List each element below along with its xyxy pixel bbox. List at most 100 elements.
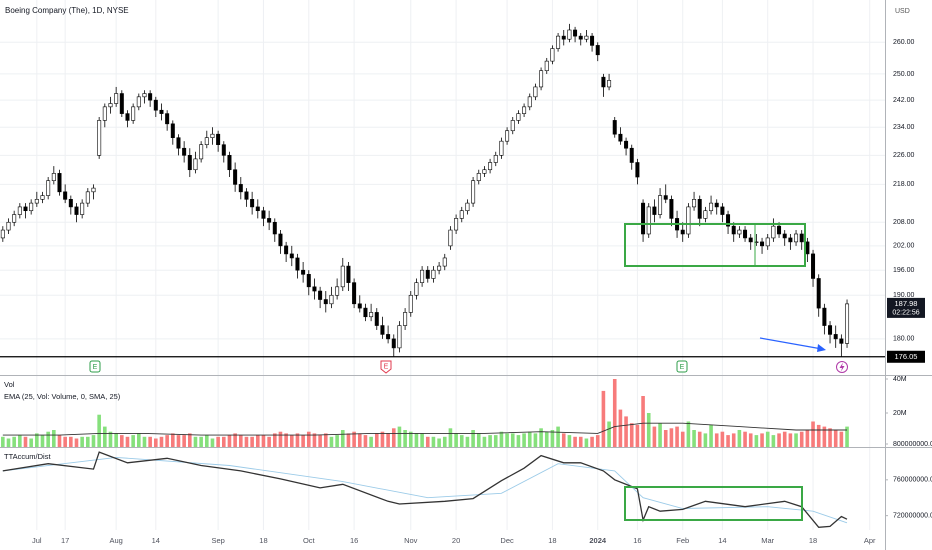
volume-bar (845, 426, 849, 447)
volume-bar (777, 433, 781, 447)
volume-bar (397, 426, 402, 447)
volume-bar (57, 435, 62, 447)
volume-bar (663, 430, 668, 447)
candle-body (301, 269, 306, 275)
x-tick-label: Aug (109, 536, 122, 545)
candle-body (193, 158, 198, 171)
volume-bar (386, 433, 390, 447)
volume-bar (1, 436, 5, 447)
volume-bar (737, 430, 742, 447)
event-marker[interactable]: E (380, 360, 392, 374)
volume-bar (159, 436, 164, 447)
event-marker[interactable] (836, 361, 848, 373)
volume-bar (561, 433, 566, 447)
event-marker[interactable]: E (89, 360, 101, 373)
volume-bar (244, 436, 249, 447)
volume-bar (295, 433, 300, 447)
volume-bar (805, 430, 810, 447)
y-tick-label: 40M (893, 376, 907, 383)
volume-bar (403, 430, 407, 447)
volume-bar (154, 438, 158, 447)
candle-body (777, 225, 782, 235)
event-badge (676, 360, 688, 373)
candle-body (68, 199, 73, 208)
volume-bar (420, 433, 424, 447)
candle-body (414, 282, 419, 296)
candle-body (839, 338, 844, 344)
candle-body (340, 265, 345, 288)
candle-body (799, 233, 804, 243)
volume-bar (312, 433, 317, 447)
y-tick-label: 720000000.00 (893, 512, 932, 519)
candle-body (533, 86, 538, 98)
y-tick-label: 202.00 (893, 243, 915, 250)
candle-body (238, 184, 243, 193)
candle-body (431, 269, 436, 279)
candle-body (176, 137, 181, 149)
volume-bar (414, 433, 419, 447)
price-label-box (887, 297, 925, 318)
candle-body (12, 214, 17, 223)
candle-body (182, 147, 187, 156)
candle-body (646, 206, 651, 235)
y-tick-label: 250.00 (893, 71, 915, 78)
volume-bar (482, 436, 487, 447)
volume-bar (556, 426, 560, 447)
candle-body (714, 202, 719, 208)
candle-body (471, 180, 476, 204)
volume-bar (108, 431, 113, 447)
candle-body (845, 303, 850, 344)
y-tick-label: 226.00 (893, 152, 915, 159)
candle-body (397, 325, 402, 349)
volume-bar (714, 433, 719, 447)
volume-bar (329, 436, 334, 447)
pane-title: Vol (4, 380, 15, 389)
volume-bar (816, 424, 821, 447)
volume-bar (233, 433, 237, 447)
candle-body (165, 113, 170, 125)
candle-body (505, 130, 510, 142)
y-tick-label: 234.00 (893, 124, 915, 131)
volume-bar (63, 436, 67, 447)
volume-bar (278, 431, 283, 447)
volume-bar (476, 433, 481, 447)
event-marker[interactable]: E (676, 360, 688, 373)
candle-body (210, 133, 215, 138)
candle-body (80, 202, 85, 215)
volume-bar (216, 436, 220, 447)
volume-bar (675, 426, 679, 447)
volume-bar (205, 435, 209, 447)
volume-bar (125, 436, 130, 447)
x-tick-label: 2024 (589, 536, 607, 545)
candle-body (329, 294, 334, 305)
candle-body (114, 93, 119, 104)
candle-body (34, 199, 39, 204)
x-tick-label: 18 (259, 536, 267, 545)
candle-body (403, 312, 408, 326)
y-tick-label: 260.00 (893, 39, 915, 46)
volume-bar (340, 430, 345, 447)
last-price-label: 187.98 (895, 299, 918, 308)
volume-bar (782, 431, 787, 447)
volume-bar (680, 431, 685, 447)
candle-body (544, 60, 549, 72)
event-label: E (93, 364, 98, 371)
x-tick-label: 18 (548, 536, 556, 545)
candle-body (119, 93, 124, 114)
currency: USD (895, 8, 910, 15)
volume-bar (527, 431, 532, 447)
annotation-box (624, 486, 803, 521)
volume-bar (301, 435, 305, 447)
pane-subtitle: EMA (25, Vol: Volume, 0, SMA, 25) (4, 392, 121, 401)
arrow-head (817, 344, 826, 352)
candle-body (136, 96, 141, 108)
volume-bar (171, 433, 175, 447)
accum-dist-line (2, 451, 848, 528)
candle-body (216, 133, 221, 145)
candle-body (425, 269, 430, 279)
candle-body (607, 80, 612, 88)
volume-bar (114, 433, 118, 447)
candle-body (199, 144, 204, 160)
candle-body (459, 210, 464, 219)
